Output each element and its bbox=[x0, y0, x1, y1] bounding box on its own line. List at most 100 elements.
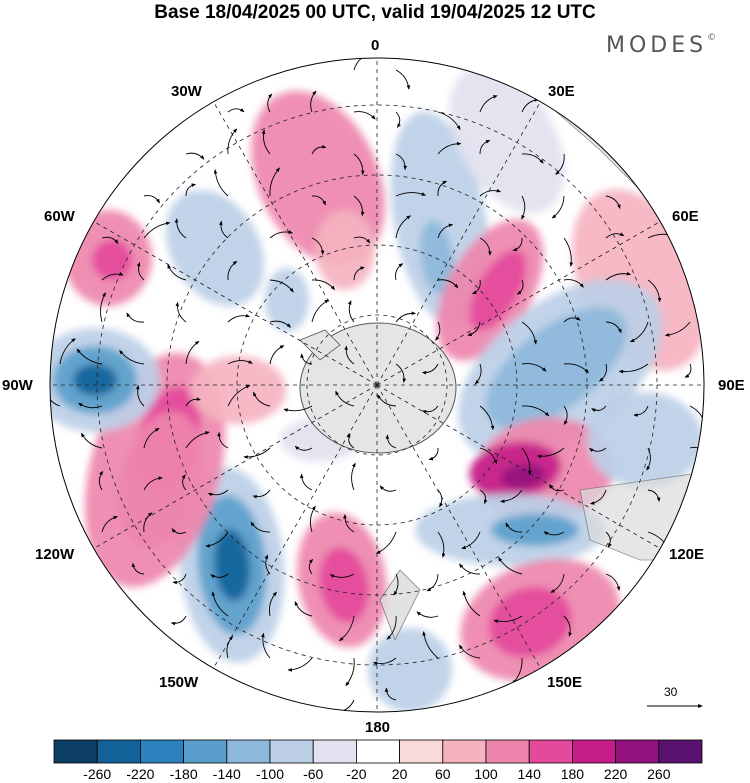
wind-arrow bbox=[227, 108, 245, 113]
wind-arrow bbox=[78, 402, 103, 409]
wind-arrow bbox=[395, 69, 411, 90]
colorbar-tick-label: 60 bbox=[435, 766, 451, 782]
anomaly-blob bbox=[213, 529, 251, 601]
anomaly-blob bbox=[190, 356, 286, 424]
wind-arrow bbox=[346, 433, 355, 449]
colorbar-swatch bbox=[53, 739, 98, 764]
colorbar-swatch bbox=[485, 739, 530, 764]
colorbar-swatch bbox=[96, 739, 141, 764]
wind-arrow bbox=[395, 192, 427, 197]
meridian-line bbox=[376, 219, 663, 386]
wind-arrow bbox=[308, 558, 314, 575]
wind-arrow bbox=[353, 236, 371, 244]
wind-arrow bbox=[213, 169, 229, 197]
wind-arrow bbox=[170, 615, 187, 626]
wind-arrow bbox=[563, 279, 584, 288]
wind-arrow bbox=[426, 573, 439, 592]
wind-vectors bbox=[50, 58, 704, 712]
anomaly-blob bbox=[73, 364, 117, 396]
wind-arrow bbox=[268, 591, 277, 617]
wind-arrow bbox=[143, 476, 163, 491]
vector-scale-label: 30 bbox=[664, 685, 678, 699]
wind-arrow bbox=[101, 515, 119, 533]
wind-arrow bbox=[500, 489, 523, 504]
wind-arrow bbox=[311, 299, 330, 323]
wind-arrow bbox=[395, 363, 407, 383]
lon-label-90e: 90E bbox=[718, 377, 745, 394]
wind-arrow bbox=[437, 180, 448, 197]
wind-arrow bbox=[143, 512, 153, 533]
new-zealand-landmass bbox=[379, 569, 421, 641]
wind-arrow bbox=[422, 631, 439, 659]
wind-arrow bbox=[521, 447, 532, 476]
wind-arrow bbox=[550, 573, 565, 593]
antarctica-landmass bbox=[299, 322, 457, 454]
colorbar-swatch bbox=[399, 739, 444, 764]
wind-arrow bbox=[521, 153, 544, 164]
colorbar-tick-label: -180 bbox=[169, 766, 198, 782]
lon-label-150w: 150W bbox=[159, 674, 199, 691]
wind-arrow bbox=[437, 141, 462, 155]
wind-arrow bbox=[261, 129, 271, 155]
wind-arrow bbox=[342, 513, 355, 533]
wind-arrow bbox=[536, 447, 565, 459]
lon-label-30w: 30W bbox=[171, 83, 202, 100]
wind-arrow bbox=[310, 90, 317, 113]
lon-label-120w: 120W bbox=[35, 546, 75, 563]
wind-arrow bbox=[459, 644, 481, 659]
wind-arrow bbox=[269, 167, 281, 197]
anomaly-blob bbox=[491, 514, 579, 546]
wind-arrow bbox=[605, 232, 625, 239]
wind-arrow bbox=[227, 385, 251, 407]
wind-arrow bbox=[471, 279, 481, 295]
lon-label-120e: 120E bbox=[669, 546, 705, 563]
anomaly-blob bbox=[265, 268, 309, 332]
wind-arrow bbox=[479, 139, 491, 155]
colorbar-tick-label: 260 bbox=[647, 766, 671, 782]
wind-arrow bbox=[479, 489, 488, 505]
wind-arrow bbox=[474, 363, 482, 385]
anomaly-blob bbox=[315, 210, 375, 290]
wind-arrow bbox=[512, 237, 523, 252]
colorbar-swatch bbox=[312, 739, 357, 764]
lon-label-30e: 30E bbox=[548, 83, 575, 100]
wind-arrow bbox=[393, 573, 399, 596]
wind-arrow bbox=[459, 563, 481, 575]
wind-arrow bbox=[100, 292, 106, 323]
wind-arrow bbox=[311, 279, 336, 291]
wind-arrow bbox=[372, 657, 397, 666]
colorbar-swatch bbox=[528, 739, 573, 764]
wind-arrow bbox=[395, 111, 401, 128]
meridian-line bbox=[211, 99, 378, 386]
anomaly-blob bbox=[469, 249, 527, 331]
wind-arrow bbox=[646, 447, 651, 471]
wind-arrow bbox=[269, 320, 292, 328]
wind-arrow bbox=[252, 489, 271, 499]
wind-arrow bbox=[59, 338, 76, 365]
wind-arrow bbox=[227, 313, 251, 323]
wind-arrow bbox=[377, 394, 397, 407]
meridian-line bbox=[376, 384, 663, 551]
wind-arrow bbox=[375, 531, 397, 554]
wind-arrow bbox=[143, 428, 160, 449]
colorbar-tick-label: 140 bbox=[517, 766, 541, 782]
wind-arrow bbox=[437, 111, 461, 131]
wind-arrow bbox=[521, 405, 550, 417]
wind-arrow bbox=[467, 321, 481, 337]
antarctic-peninsula bbox=[299, 329, 341, 361]
wind-arrow bbox=[563, 316, 581, 323]
wind-arrow bbox=[174, 218, 187, 239]
wind-arrow bbox=[101, 272, 124, 281]
wind-arrow bbox=[253, 391, 271, 407]
wind-arrow bbox=[618, 363, 649, 374]
colorbar-swatch bbox=[355, 739, 400, 764]
wind-arrow bbox=[435, 321, 441, 341]
wind-arrow bbox=[353, 195, 365, 217]
colorbar-swatch bbox=[658, 739, 703, 764]
wind-arrow bbox=[689, 405, 704, 427]
wind-arrow bbox=[479, 447, 498, 465]
wind-arrow bbox=[311, 237, 325, 255]
anomaly-blob bbox=[117, 411, 203, 549]
wind-arrow bbox=[264, 554, 271, 575]
